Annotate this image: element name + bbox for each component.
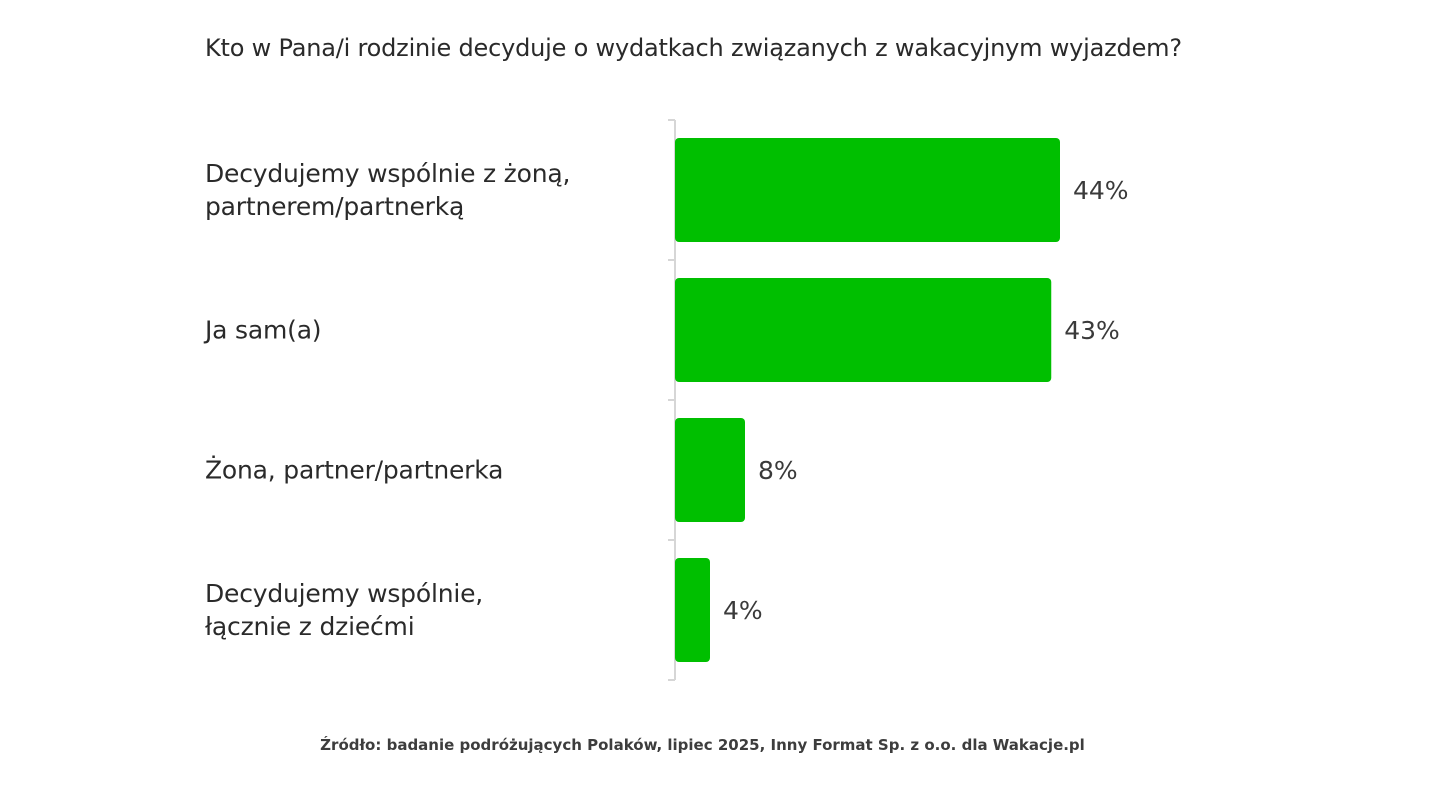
bar	[675, 138, 1060, 242]
value-label: 43%	[1064, 316, 1120, 345]
category-label-line: Żona, partner/partnerka	[205, 455, 504, 485]
chart-title: Kto w Pana/i rodzinie decyduje o wydatka…	[205, 34, 1182, 62]
category-label: Decydujemy wspólnie, łącznie z dziećmi	[205, 577, 645, 643]
source-note: Źródło: badanie podróżujących Polaków, l…	[320, 736, 1085, 754]
category-label-line: partnerem/partnerką	[205, 192, 465, 221]
category-label-line: łącznie z dziećmi	[205, 612, 415, 641]
bar	[675, 278, 1052, 382]
bar	[675, 558, 710, 662]
value-label: 8%	[758, 456, 798, 485]
category-label: Ja sam(a)	[205, 314, 645, 347]
value-label: 4%	[723, 596, 763, 625]
bar	[675, 418, 745, 522]
category-label-line: Decydujemy wspólnie,	[205, 579, 484, 608]
category-label-line: Ja sam(a)	[205, 315, 322, 345]
category-label: Żona, partner/partnerka	[205, 454, 645, 487]
category-label: Decydujemy wspólnie z żoną, partnerem/par…	[205, 157, 645, 223]
value-label: 44%	[1073, 176, 1129, 205]
category-label-line: Decydujemy wspólnie z żoną,	[205, 159, 571, 188]
